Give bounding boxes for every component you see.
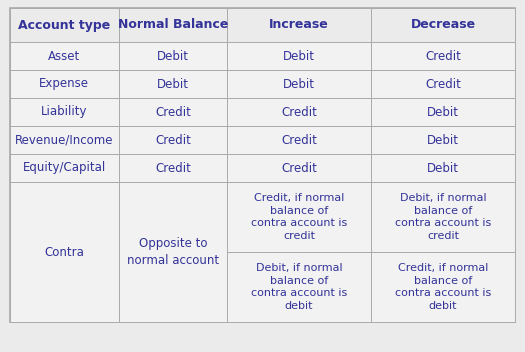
Bar [371, 182, 515, 252]
Text: Debit: Debit [283, 50, 315, 63]
Text: Decrease: Decrease [411, 19, 476, 31]
Text: Revenue/Income: Revenue/Income [15, 133, 113, 146]
Text: Credit: Credit [155, 133, 191, 146]
Bar [119, 8, 227, 42]
Bar [10, 70, 119, 98]
Text: Normal Balance: Normal Balance [118, 19, 228, 31]
Bar [10, 182, 119, 322]
Text: Credit: Credit [155, 162, 191, 175]
Text: Debit: Debit [427, 133, 459, 146]
Bar [10, 98, 119, 126]
Bar [371, 126, 515, 154]
Text: Credit: Credit [281, 162, 317, 175]
Text: Opposite to
normal account: Opposite to normal account [127, 238, 219, 266]
Bar [227, 154, 371, 182]
Text: Expense: Expense [39, 77, 89, 90]
Bar [227, 182, 371, 252]
Bar [119, 154, 227, 182]
Bar [227, 8, 371, 42]
Bar [227, 252, 371, 322]
Bar [119, 70, 227, 98]
Text: Debit: Debit [157, 77, 189, 90]
Bar [227, 42, 371, 70]
Text: Credit: Credit [281, 133, 317, 146]
Text: Credit: Credit [155, 106, 191, 119]
Bar [10, 8, 119, 42]
Bar [119, 42, 227, 70]
Bar [227, 70, 371, 98]
Text: Credit: Credit [425, 50, 461, 63]
Bar [10, 42, 119, 70]
Bar [371, 8, 515, 42]
Text: Liability: Liability [41, 106, 88, 119]
Text: Increase: Increase [269, 19, 329, 31]
Text: Debit: Debit [427, 106, 459, 119]
Text: Credit: Credit [281, 106, 317, 119]
Bar [10, 126, 119, 154]
Bar [10, 8, 515, 322]
Text: Debit: Debit [427, 162, 459, 175]
Bar [371, 252, 515, 322]
Bar [119, 182, 227, 322]
Bar [371, 154, 515, 182]
Text: Debit, if normal
balance of
contra account is
credit: Debit, if normal balance of contra accou… [395, 193, 491, 241]
Bar [371, 42, 515, 70]
Text: Contra: Contra [44, 245, 84, 258]
Bar [119, 98, 227, 126]
Bar [10, 154, 119, 182]
Text: Credit, if normal
balance of
contra account is
debit: Credit, if normal balance of contra acco… [395, 263, 491, 310]
Bar [119, 126, 227, 154]
Text: Asset: Asset [48, 50, 80, 63]
Text: Debit, if normal
balance of
contra account is
debit: Debit, if normal balance of contra accou… [251, 263, 347, 310]
Bar [227, 98, 371, 126]
Text: Account type: Account type [18, 19, 110, 31]
Text: Debit: Debit [157, 50, 189, 63]
Bar [227, 126, 371, 154]
Text: Equity/Capital: Equity/Capital [23, 162, 106, 175]
Bar [371, 98, 515, 126]
Text: Credit, if normal
balance of
contra account is
credit: Credit, if normal balance of contra acco… [251, 193, 347, 241]
Text: Debit: Debit [283, 77, 315, 90]
Text: Credit: Credit [425, 77, 461, 90]
Bar [371, 70, 515, 98]
